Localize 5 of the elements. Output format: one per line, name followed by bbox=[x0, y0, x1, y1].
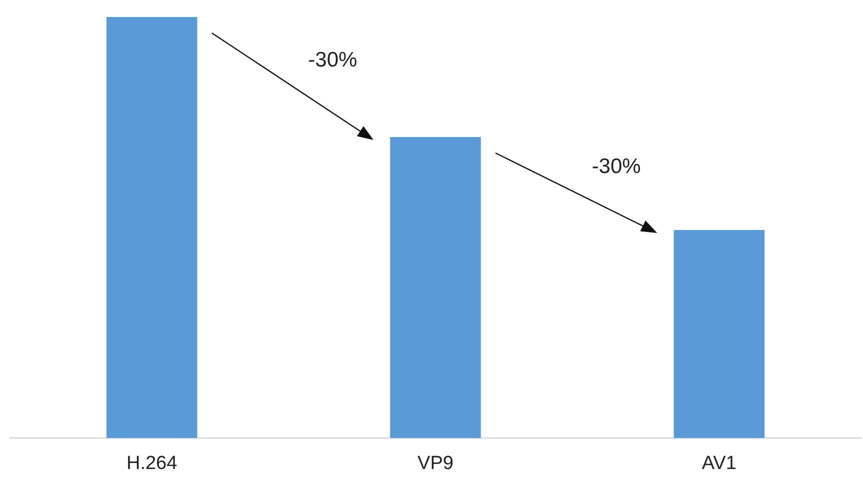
annotation: -30% bbox=[592, 155, 641, 178]
x-tick-label: H.264 bbox=[126, 453, 178, 474]
x-tick-label: AV1 bbox=[702, 453, 736, 474]
annotation: -30% bbox=[308, 48, 358, 72]
x-tick-label: VP9 bbox=[418, 453, 454, 474]
